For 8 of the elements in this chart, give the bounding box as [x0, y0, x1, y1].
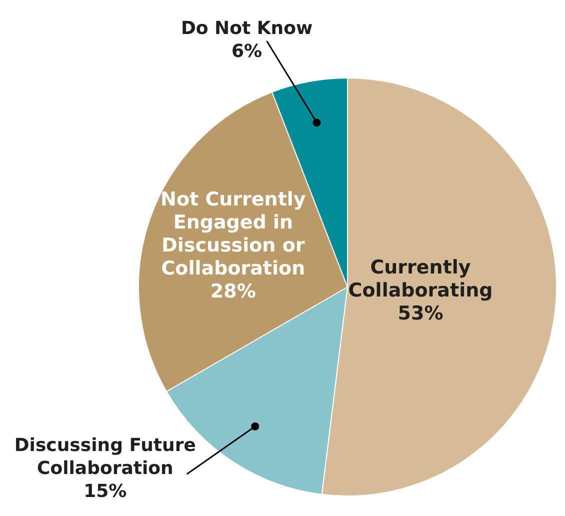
- slice-label: Currently Collaborating: [348, 256, 493, 302]
- slice-label: Not Currently Engaged in Discussion or Collaboration: [160, 188, 306, 280]
- data-label: 53%: [398, 302, 444, 324]
- data-label: 15%: [84, 481, 127, 502]
- data-label: 28%: [210, 280, 256, 303]
- slice-label: Do Not Know: [180, 18, 313, 40]
- data-label: 6%: [231, 41, 262, 62]
- slice-label: Discussing Future Collaboration: [14, 435, 196, 480]
